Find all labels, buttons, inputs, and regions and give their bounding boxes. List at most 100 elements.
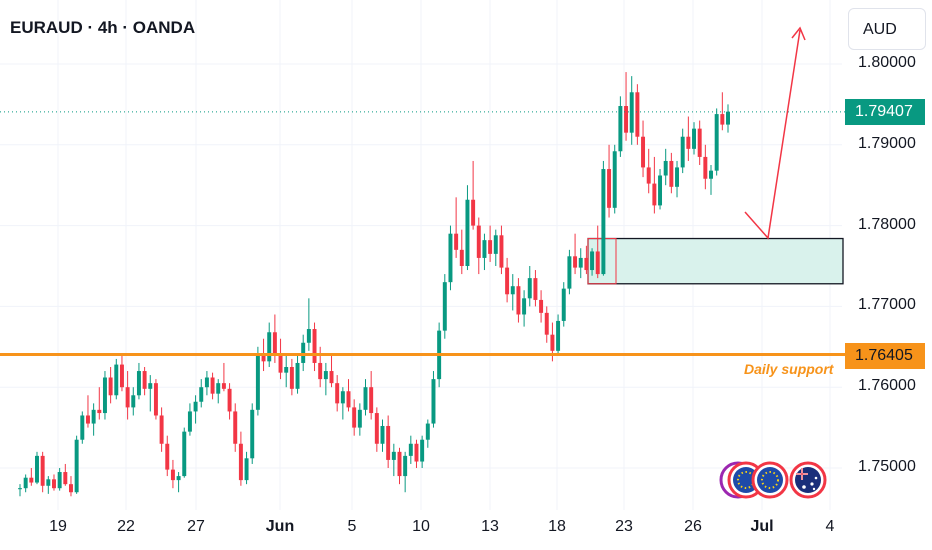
candle-body bbox=[544, 312, 549, 335]
candle-body bbox=[244, 458, 249, 481]
currency-unit-button[interactable]: AUD bbox=[848, 8, 926, 50]
candle-body bbox=[686, 136, 691, 149]
candle-body bbox=[352, 407, 357, 428]
candle-body bbox=[505, 267, 510, 295]
candle-body bbox=[522, 298, 527, 315]
candle-body bbox=[499, 235, 504, 268]
candle-body bbox=[573, 256, 578, 268]
candle-body bbox=[590, 251, 595, 271]
candle-body bbox=[267, 332, 272, 362]
price-tick-label: 1.77000 bbox=[858, 296, 916, 314]
candle-body bbox=[23, 477, 28, 489]
price-tick-label: 1.79000 bbox=[858, 134, 916, 152]
support-price-badge: 1.76405 bbox=[845, 343, 925, 369]
candle-body bbox=[340, 391, 345, 404]
economic-events[interactable] bbox=[718, 460, 828, 500]
date-tick-label: 26 bbox=[684, 518, 702, 535]
candle-body bbox=[624, 106, 629, 133]
candle-body bbox=[374, 413, 379, 444]
candle-body bbox=[652, 183, 657, 206]
candle-body bbox=[91, 409, 96, 424]
candle-body bbox=[629, 92, 634, 133]
candle-body bbox=[176, 476, 181, 481]
candle-body bbox=[369, 387, 374, 414]
candle-body bbox=[29, 477, 34, 483]
candle-body bbox=[278, 354, 283, 373]
candle-body bbox=[85, 415, 90, 424]
candle-body bbox=[159, 415, 164, 444]
candle-body bbox=[527, 278, 532, 299]
candle-body bbox=[329, 371, 334, 384]
candle-body bbox=[323, 371, 328, 380]
date-tick-label: 19 bbox=[49, 518, 67, 535]
candle-body bbox=[561, 288, 566, 321]
price-tick-label: 1.75000 bbox=[858, 458, 916, 475]
australia-flag-icon[interactable] bbox=[789, 461, 827, 499]
candle-body bbox=[454, 233, 459, 250]
candle-body bbox=[233, 411, 238, 444]
candle-body bbox=[646, 167, 651, 184]
candle-body bbox=[52, 479, 56, 489]
date-tick-label: 13 bbox=[481, 518, 499, 535]
candle-body bbox=[221, 383, 226, 389]
candle-body bbox=[442, 282, 447, 331]
candle-body bbox=[612, 151, 617, 208]
current-price-badge: 1.79407 bbox=[845, 99, 925, 125]
candle-body bbox=[476, 225, 481, 258]
candle-body bbox=[63, 472, 68, 485]
candle-body bbox=[68, 484, 73, 493]
candle-body bbox=[482, 240, 487, 258]
candle-body bbox=[408, 443, 413, 456]
candle-body bbox=[289, 367, 294, 389]
candle-body bbox=[136, 371, 141, 396]
candle-body bbox=[720, 114, 725, 125]
candle-body bbox=[363, 387, 368, 410]
candle-body bbox=[255, 354, 260, 410]
candle-body bbox=[119, 364, 124, 388]
candle-body bbox=[607, 169, 612, 208]
candle-body bbox=[153, 383, 158, 416]
candle-body bbox=[227, 388, 232, 412]
candle-body bbox=[658, 175, 663, 206]
candle-body bbox=[80, 415, 85, 440]
candle-body bbox=[420, 439, 425, 462]
date-tick-label: 23 bbox=[615, 518, 633, 535]
price-lines bbox=[0, 111, 845, 356]
demand-zone bbox=[587, 237, 844, 285]
candle-body bbox=[397, 451, 402, 477]
candle-body bbox=[493, 235, 498, 254]
candle-body bbox=[380, 425, 385, 444]
candle-body bbox=[170, 469, 175, 481]
arrow-head bbox=[791, 26, 806, 41]
support-annotation: Daily support bbox=[744, 361, 834, 377]
candle-body bbox=[346, 391, 351, 408]
candle-body bbox=[142, 371, 147, 389]
candle-body bbox=[714, 114, 719, 171]
candle-body bbox=[431, 379, 436, 424]
candle-body bbox=[663, 160, 668, 176]
candle-body bbox=[193, 401, 198, 412]
date-tick-label: 27 bbox=[187, 518, 205, 535]
candle-body bbox=[403, 455, 408, 477]
candle-body bbox=[318, 362, 323, 380]
candle-body bbox=[284, 367, 289, 373]
candle-body bbox=[459, 249, 464, 266]
candle-body bbox=[635, 92, 640, 137]
candle-body bbox=[35, 455, 39, 483]
candle-body bbox=[210, 377, 215, 394]
candle-body bbox=[578, 257, 583, 268]
candle-body bbox=[533, 278, 538, 300]
candle-body bbox=[425, 423, 430, 440]
eu-flag-icon[interactable] bbox=[751, 461, 789, 499]
candle-body bbox=[165, 443, 170, 470]
candle-body bbox=[357, 409, 362, 428]
candle-body bbox=[386, 425, 391, 460]
candle-body bbox=[601, 169, 606, 275]
projection-path bbox=[744, 29, 801, 240]
candle-body bbox=[40, 455, 45, 486]
candle-body bbox=[726, 111, 730, 125]
candle-body bbox=[301, 342, 306, 363]
candle-body bbox=[448, 233, 453, 283]
candle-body bbox=[471, 199, 476, 226]
